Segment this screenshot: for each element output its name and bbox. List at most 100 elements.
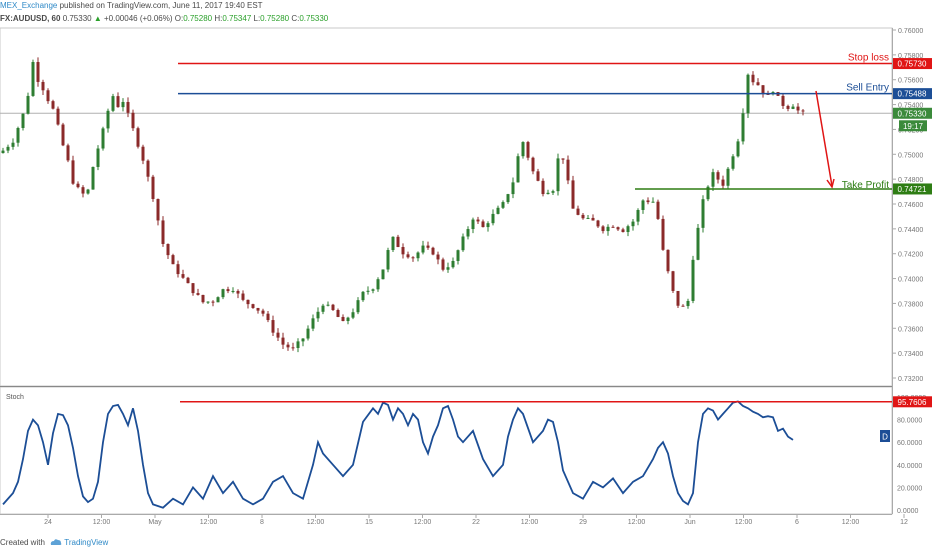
- candle-body: [181, 274, 185, 278]
- candle-body: [646, 200, 650, 203]
- time-axis[interactable]: 24 12:00 May 12:00 8 12:00 15 12:00 22 12:00 29 12:…: [44, 514, 932, 526]
- time-axis-label: 15: [365, 519, 373, 526]
- candle-body: [426, 245, 430, 248]
- candle-body: [761, 85, 765, 94]
- publish-info-bar: MEX_Exchange published on TradingView.co…: [0, 0, 932, 12]
- candle-body: [36, 62, 40, 82]
- candle-body: [756, 82, 760, 86]
- price-axis-label: 0.75400: [898, 103, 923, 110]
- candle-body: [416, 252, 420, 259]
- projection-arrow[interactable]: [815, 90, 833, 187]
- candle-body: [801, 110, 805, 112]
- time-axis-label: 29: [579, 519, 587, 526]
- candle-body: [296, 341, 300, 348]
- open-label: O:: [174, 14, 184, 23]
- candle-body: [11, 142, 15, 147]
- candle-body: [266, 313, 270, 321]
- candle-body: [551, 191, 555, 193]
- candle-body: [666, 249, 670, 272]
- candle-body: [481, 221, 485, 228]
- stoch-axis[interactable]: 100.000080.000060.000040.000020.00000.00…: [897, 395, 926, 515]
- candle-body: [486, 223, 490, 228]
- candle-body: [726, 168, 730, 186]
- publisher-link[interactable]: MEX_Exchange: [0, 1, 58, 10]
- candle-body: [461, 236, 465, 251]
- stoch-d-badge[interactable]: [880, 430, 890, 442]
- candle-body: [436, 254, 440, 260]
- candle-body: [351, 312, 355, 318]
- candle-body: [676, 290, 680, 306]
- time-axis-label: 12:00: [307, 519, 325, 526]
- candle-body: [636, 209, 640, 222]
- time-axis-label: 8: [260, 519, 264, 526]
- candle-body: [86, 189, 90, 194]
- candle-body: [696, 227, 700, 260]
- time-axis-label: 12:00: [93, 519, 111, 526]
- tradingview-cloud-icon: [50, 539, 62, 545]
- candle-body: [291, 347, 295, 349]
- published-info: published on TradingView.com, June 11, 2…: [59, 1, 263, 10]
- price-change: +0.00046 (+0.06%): [104, 14, 173, 23]
- candle-body: [341, 316, 345, 322]
- candle-body: [386, 250, 390, 270]
- candle-body: [251, 304, 255, 308]
- price-axis-label: 0.74600: [898, 202, 923, 209]
- candle-body: [26, 95, 30, 114]
- candle-body: [576, 208, 580, 215]
- candle-body: [571, 180, 575, 209]
- candle-body: [116, 96, 120, 108]
- price-axis-label: 0.76000: [898, 28, 923, 35]
- stoch-level-tag: [893, 396, 932, 408]
- stoch-axis-label: 80.0000: [897, 418, 922, 425]
- candle-body: [286, 344, 290, 348]
- candle-body: [96, 148, 100, 167]
- price-axis-label: 0.73600: [898, 326, 923, 333]
- candle-body: [346, 317, 350, 322]
- candle-body: [201, 294, 205, 303]
- candle-body: [271, 320, 275, 333]
- time-axis-label: 6: [795, 519, 799, 526]
- price-axis-label: 0.75800: [898, 53, 923, 60]
- projection-arrow-head-icon: [826, 178, 835, 189]
- candle-body: [791, 106, 795, 109]
- candle-body: [256, 307, 260, 311]
- candle-body: [641, 200, 645, 210]
- candle-body: [526, 142, 530, 158]
- candle-body: [471, 219, 475, 230]
- stoch-axis-label: 40.0000: [897, 463, 922, 470]
- candle-body: [496, 207, 500, 214]
- price-axis[interactable]: 0.760000.758000.756000.754000.752000.750…: [892, 28, 923, 383]
- candle-body: [516, 156, 520, 183]
- candle-body: [406, 254, 410, 258]
- candle-body: [506, 194, 510, 203]
- candle-body: [121, 101, 125, 108]
- candle-body: [171, 255, 175, 265]
- candle-body: [521, 142, 525, 157]
- candle-body: [606, 226, 610, 232]
- candle-body: [196, 293, 200, 295]
- time-axis-label: 12:00: [628, 519, 646, 526]
- candle-body: [566, 159, 570, 181]
- candle-body: [731, 156, 735, 169]
- candle-body: [191, 283, 195, 294]
- stoch-axis-label: 60.0000: [897, 440, 922, 447]
- candle-body: [391, 236, 395, 251]
- footer-bar: Created with TradingView: [0, 535, 932, 550]
- candle-body: [736, 141, 740, 157]
- time-axis-label: 12:00: [521, 519, 539, 526]
- candle-body: [106, 110, 110, 129]
- stoch-title: Stoch: [6, 394, 24, 401]
- tradingview-brand-link[interactable]: TradingView: [64, 538, 109, 547]
- candle-body: [476, 219, 480, 222]
- candle-body: [136, 128, 140, 147]
- candle-body: [336, 310, 340, 317]
- candle-body: [141, 146, 145, 161]
- change-arrow-icon: ▲: [93, 14, 102, 23]
- candle-body: [376, 279, 380, 290]
- candle-body: [331, 304, 335, 311]
- candle-body: [321, 305, 325, 312]
- candle-body: [561, 158, 565, 160]
- candle-body: [531, 157, 535, 172]
- candle-body: [156, 198, 160, 221]
